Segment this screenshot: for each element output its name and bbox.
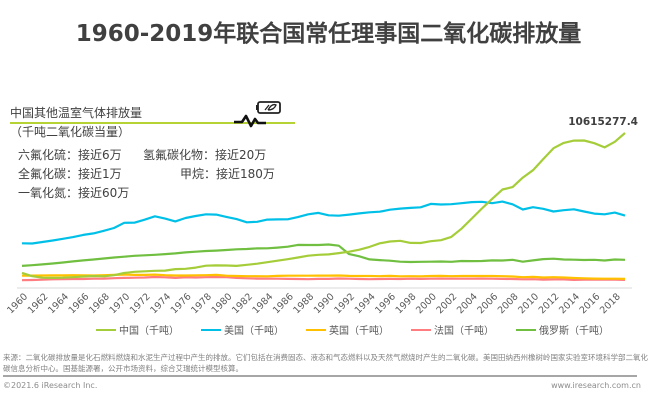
x-tick-label: 2010 — [516, 291, 541, 316]
footer-divider — [3, 375, 637, 377]
x-tick-label: 2016 — [578, 291, 603, 316]
legend-swatch — [306, 328, 326, 331]
x-tick-label: 1960 — [5, 291, 30, 316]
series-line-3 — [21, 275, 626, 282]
series-line-4 — [21, 243, 626, 267]
website-link[interactable]: www.iresearch.com.cn — [551, 381, 641, 390]
x-tick-label: 1966 — [67, 291, 92, 316]
legend-swatch — [411, 328, 431, 331]
x-tick-label: 1970 — [107, 291, 132, 316]
note-heading: 中国其他温室气体排放量 — [10, 106, 143, 120]
note-subheading: （千吨二氧化碳当量） — [10, 125, 131, 139]
x-tick-label: 1994 — [353, 291, 378, 316]
x-tick-label: 1984 — [251, 291, 276, 316]
ghg-item: 氢氟碳化物：接近20万 — [143, 148, 267, 162]
x-tick-label: 2012 — [537, 291, 562, 316]
x-tick-labels: 1960196219641966196819701972197419761978… — [5, 291, 623, 316]
x-tick-label: 1980 — [210, 291, 235, 316]
x-tick-label: 1982 — [230, 291, 255, 316]
x-tick-label: 2008 — [496, 291, 521, 316]
x-tick-label: 2018 — [598, 291, 623, 316]
x-tick-label: 1996 — [373, 291, 398, 316]
x-tick-label: 1972 — [128, 291, 153, 316]
x-tick-label: 2014 — [557, 291, 582, 316]
legend-swatch — [516, 328, 536, 331]
x-tick-label: 1992 — [332, 291, 357, 316]
x-tick-label: 1978 — [189, 291, 214, 316]
x-tick-label: 1968 — [87, 291, 112, 316]
chart-title: 1960-2019年联合国常任理事国二氧化碳排放量 — [75, 21, 582, 47]
ghg-item: 甲烷：接近180万 — [180, 167, 275, 181]
data-label-china-2019: 10615277.4 — [568, 116, 638, 128]
x-tick-label: 2002 — [434, 291, 459, 316]
x-tick-label: 1998 — [394, 291, 419, 316]
copyright: ©2021.6 iResearch Inc. — [3, 381, 98, 390]
series-line-1 — [21, 200, 626, 245]
legend-item-russia[interactable]: 俄罗斯（千吨） — [516, 322, 609, 337]
x-tick-label: 2006 — [475, 291, 500, 316]
x-tick-label: 2004 — [455, 291, 480, 316]
ghg-item: 全氟化碳：接近1万 — [18, 167, 122, 181]
x-tick-label: 1990 — [312, 291, 337, 316]
x-tick-label: 1962 — [26, 291, 51, 316]
note-divider — [10, 122, 295, 124]
x-tick-label: 1988 — [291, 291, 316, 316]
x-tick-label: 1964 — [46, 291, 71, 316]
ghg-item: 六氟化硫：接近6万 — [18, 148, 122, 162]
legend-swatch — [201, 328, 221, 331]
legend-item-france[interactable]: 法国（千吨） — [411, 322, 494, 337]
legend-item-china[interactable]: 中国（千吨） — [96, 322, 179, 337]
series-layer — [21, 132, 626, 282]
source-note: 来源：二氧化碳排放量是化石燃料燃烧和水泥生产过程中产生的排放。它们包括在消费固态… — [3, 353, 648, 373]
other-ghg-note: 中国其他温室气体排放量 （千吨二氧化碳当量） — [10, 106, 300, 140]
ghg-item: 一氧化氮：接近60万 — [18, 186, 130, 200]
x-tick-label: 1976 — [169, 291, 194, 316]
legend-item-usa[interactable]: 美国（千吨） — [201, 322, 284, 337]
chart-legend: 中国（千吨） 美国（千吨） 英国（千吨） 法国（千吨） 俄罗斯（千吨） — [96, 322, 609, 337]
x-tick-label: 1986 — [271, 291, 296, 316]
battery-leaf-pulse-icon — [234, 101, 281, 128]
x-tick-label: 1974 — [148, 291, 173, 316]
x-tick-label: 2000 — [414, 291, 439, 316]
line-chart: 1960196219641966196819701972197419761978… — [5, 116, 638, 316]
legend-swatch — [96, 328, 116, 331]
series-line-0 — [21, 132, 626, 279]
legend-item-uk[interactable]: 英国（千吨） — [306, 322, 389, 337]
series-line-2 — [21, 273, 626, 280]
